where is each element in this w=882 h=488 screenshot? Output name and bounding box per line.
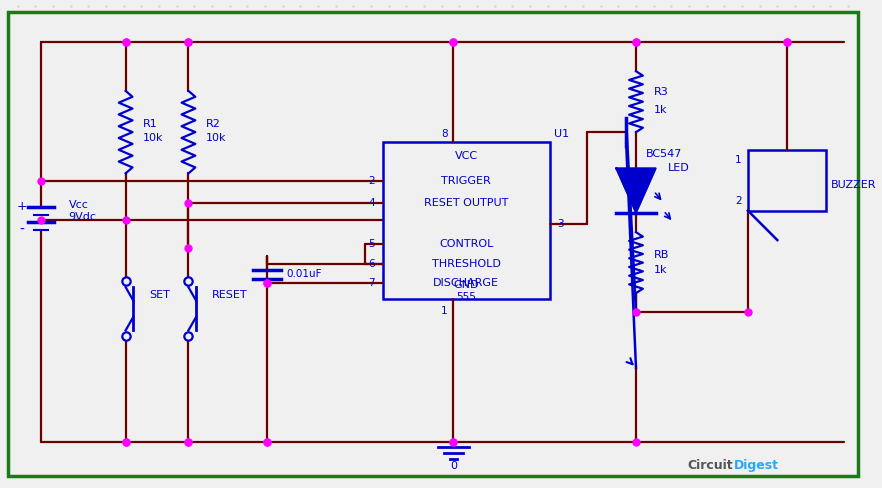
- Text: 0: 0: [450, 461, 457, 471]
- Text: RESET: RESET: [212, 290, 248, 300]
- Text: CONTROL: CONTROL: [439, 239, 493, 249]
- Text: R3: R3: [654, 87, 669, 97]
- Text: 9Vdc: 9Vdc: [69, 211, 97, 222]
- Text: 1: 1: [441, 306, 448, 316]
- Text: SET: SET: [149, 290, 170, 300]
- Text: 1k: 1k: [654, 104, 667, 115]
- Text: -: -: [19, 223, 24, 237]
- Text: RB: RB: [654, 250, 669, 260]
- Text: R2: R2: [206, 119, 221, 129]
- Text: Circuit: Circuit: [687, 459, 733, 472]
- Text: 1k: 1k: [654, 265, 667, 276]
- Text: U1: U1: [554, 129, 569, 139]
- Text: BC547: BC547: [646, 149, 682, 159]
- Text: +: +: [16, 200, 27, 213]
- Text: 555: 555: [456, 292, 476, 302]
- Text: TRIGGER: TRIGGER: [441, 176, 491, 186]
- Polygon shape: [617, 168, 655, 213]
- Text: GND: GND: [453, 280, 479, 290]
- Text: 3: 3: [557, 220, 564, 229]
- Text: 4: 4: [369, 198, 375, 208]
- Text: Digest: Digest: [734, 459, 779, 472]
- Text: R1: R1: [143, 119, 158, 129]
- FancyBboxPatch shape: [748, 150, 826, 211]
- Text: RESET OUTPUT: RESET OUTPUT: [424, 198, 508, 208]
- Text: 6: 6: [369, 259, 375, 268]
- Text: 8: 8: [441, 129, 448, 139]
- Text: 10k: 10k: [206, 133, 227, 143]
- Text: 7: 7: [369, 278, 375, 288]
- Text: Vcc: Vcc: [69, 200, 88, 210]
- FancyBboxPatch shape: [383, 142, 549, 299]
- Text: 0.01uF: 0.01uF: [287, 269, 322, 280]
- Text: 1: 1: [735, 155, 742, 164]
- FancyBboxPatch shape: [8, 12, 858, 476]
- Text: THRESHOLD: THRESHOLD: [432, 259, 501, 268]
- Text: 2: 2: [735, 196, 742, 206]
- Text: BUZZER: BUZZER: [832, 180, 877, 190]
- Text: 2: 2: [369, 176, 375, 186]
- Text: LED: LED: [668, 163, 689, 173]
- Text: DISCHARGE: DISCHARGE: [433, 278, 499, 288]
- Text: VCC: VCC: [454, 151, 478, 161]
- Text: 10k: 10k: [143, 133, 164, 143]
- Text: 5: 5: [369, 239, 375, 249]
